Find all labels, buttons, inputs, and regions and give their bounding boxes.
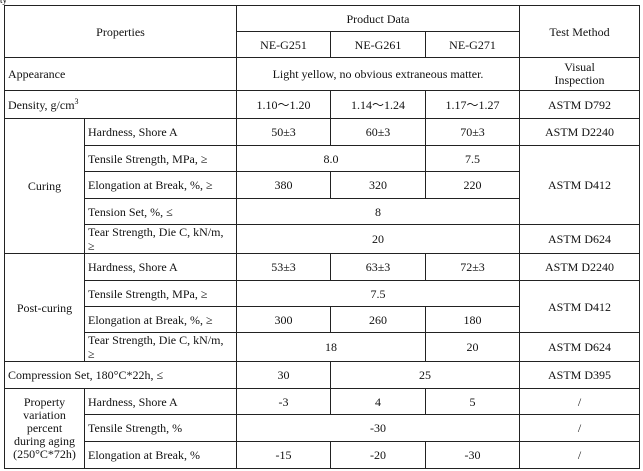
curing-tear-value: 20 — [236, 224, 520, 254]
density-value-2: 1.14～1.24 — [330, 90, 426, 119]
post-tear-3: 20 — [425, 332, 520, 362]
row-curing-hardness: Curing Hardness, Shore A 50±3 60±3 70±3 … — [4, 118, 640, 254]
product-data-table: Properties Product Data Test Method NE-G… — [4, 5, 640, 469]
header-product-3: NE-G271 — [425, 31, 520, 58]
curing-elongation-label: Elongation at Break, %, ≥ — [84, 171, 237, 199]
compression-value-23: 25 — [330, 361, 520, 389]
aging-elongation-1: -15 — [236, 441, 331, 469]
aging-hardness-2: 4 — [330, 388, 426, 415]
post-tear-method: ASTM D624 — [519, 332, 640, 362]
header-products-row: NE-G251 NE-G261 NE-G271 — [5, 31, 640, 58]
curing-hardness-2: 60±3 — [330, 118, 426, 146]
header-product-1: NE-G251 — [236, 31, 331, 58]
density-value-3: 1.17～1.27 — [425, 90, 520, 119]
density-label: Density, g/cm3 — [4, 90, 237, 119]
post-tear-12: 18 — [236, 332, 426, 362]
aging-hardness-3: 5 — [425, 388, 520, 415]
curing-tensile-3: 7.5 — [425, 145, 520, 172]
row-post-tear: Tear Strength, Die C, kN/m, ≥ 18 20 ASTM… — [5, 332, 640, 362]
post-hardness-2: 63±3 — [330, 253, 426, 281]
appearance-value: Light yellow, no obvious extraneous matt… — [236, 57, 520, 91]
curing-elongation-3: 220 — [425, 171, 520, 199]
aging-elongation-2: -20 — [330, 441, 426, 469]
post-tear-label: Tear Strength, Die C, kN/m, ≥ — [84, 332, 237, 362]
curing-tensile-label: Tensile Strength, MPa, ≥ — [84, 145, 237, 172]
row-post-elongation: Elongation at Break, %, ≥ 300 260 180 — [5, 306, 640, 333]
aging-hardness-1: -3 — [236, 388, 331, 415]
compression-method: ASTM D395 — [519, 361, 640, 389]
group-post-curing: Post-curing — [4, 253, 85, 362]
post-elongation-1: 300 — [236, 306, 331, 333]
aging-tensile-method: / — [519, 414, 640, 442]
post-elongation-3: 180 — [425, 306, 520, 333]
post-elongation-2: 260 — [330, 306, 426, 333]
curing-elongation-2: 320 — [330, 171, 426, 199]
cropped-text-fragment: ty — [0, 0, 8, 5]
aging-tensile-label: Tensile Strength, % — [84, 414, 237, 442]
aging-tensile-value: -30 — [236, 414, 520, 442]
compression-value-1: 30 — [236, 361, 331, 389]
curing-tear-method: ASTM D624 — [519, 224, 640, 254]
post-tensile-method: ASTM D412 — [519, 280, 640, 333]
row-aging-elongation: Elongation at Break, % -15 -20 -30 / — [5, 441, 640, 469]
row-curing-elongation: Elongation at Break, %, ≥ 380 320 220 — [5, 171, 640, 199]
group-curing: Curing — [4, 118, 85, 254]
row-aging-tensile: Tensile Strength, % -30 / — [5, 414, 640, 442]
row-curing-tension-set: Tension Set, %, ≤ 8 — [5, 198, 640, 225]
aging-elongation-3: -30 — [425, 441, 520, 469]
compression-label: Compression Set, 180°C*22h, ≤ — [4, 361, 237, 389]
post-tensile-value: 7.5 — [236, 280, 520, 307]
aging-hardness-method: / — [519, 388, 640, 415]
post-elongation-label: Elongation at Break, %, ≥ — [84, 306, 237, 333]
row-post-hardness: Post-curing Hardness, Shore A 53±3 63±3 … — [4, 253, 640, 362]
row-curing-tensile: Tensile Strength, MPa, ≥ 8.0 7.5 ASTM D4… — [5, 145, 640, 225]
curing-tension-set-label: Tension Set, %, ≤ — [84, 198, 237, 225]
curing-hardness-3: 70±3 — [425, 118, 520, 146]
curing-hardness-method: ASTM D2240 — [519, 118, 640, 146]
header-test-method: Test Method — [519, 5, 640, 58]
header-product-2: NE-G261 — [330, 31, 426, 58]
curing-hardness-label: Hardness, Shore A — [84, 118, 237, 146]
aging-elongation-method: / — [519, 441, 640, 469]
density-method: ASTM D792 — [519, 90, 640, 119]
post-hardness-3: 72±3 — [425, 253, 520, 281]
density-value-1: 1.10～1.20 — [236, 90, 331, 119]
group-aging: Property variation percent during aging (250… — [4, 388, 85, 469]
post-hardness-label: Hardness, Shore A — [84, 253, 237, 281]
row-curing-tear: Tear Strength, Die C, kN/m, ≥ 20 ASTM D6… — [5, 224, 640, 254]
curing-tensile-12: 8.0 — [236, 145, 426, 172]
header-row: Properties Product Data Test Method — [4, 5, 640, 58]
header-properties: Properties — [4, 5, 237, 58]
post-hardness-method: ASTM D2240 — [519, 253, 640, 281]
appearance-method: Visual Inspection — [519, 57, 640, 91]
curing-elongation-1: 380 — [236, 171, 331, 199]
row-post-tensile: Tensile Strength, MPa, ≥ 7.5 ASTM D412 — [5, 280, 640, 333]
curing-tensile-method: ASTM D412 — [519, 145, 640, 225]
curing-hardness-1: 50±3 — [236, 118, 331, 146]
post-tensile-label: Tensile Strength, MPa, ≥ — [84, 280, 237, 307]
row-density: Density, g/cm3 1.10～1.20 1.14～1.24 1.17～… — [4, 90, 640, 119]
appearance-label: Appearance — [4, 57, 237, 91]
curing-tension-set-value: 8 — [236, 198, 520, 225]
header-product-data: Product Data — [236, 5, 520, 32]
row-aging-hardness: Property variation percent during aging (250… — [4, 388, 640, 469]
post-hardness-1: 53±3 — [236, 253, 331, 281]
aging-hardness-label: Hardness, Shore A — [84, 388, 237, 415]
aging-elongation-label: Elongation at Break, % — [84, 441, 237, 469]
row-appearance: Appearance Light yellow, no obvious extr… — [4, 57, 640, 91]
row-compression: Compression Set, 180°C*22h, ≤ 30 25 ASTM… — [4, 361, 640, 389]
curing-tear-label: Tear Strength, Die C, kN/m, ≥ — [84, 224, 237, 254]
